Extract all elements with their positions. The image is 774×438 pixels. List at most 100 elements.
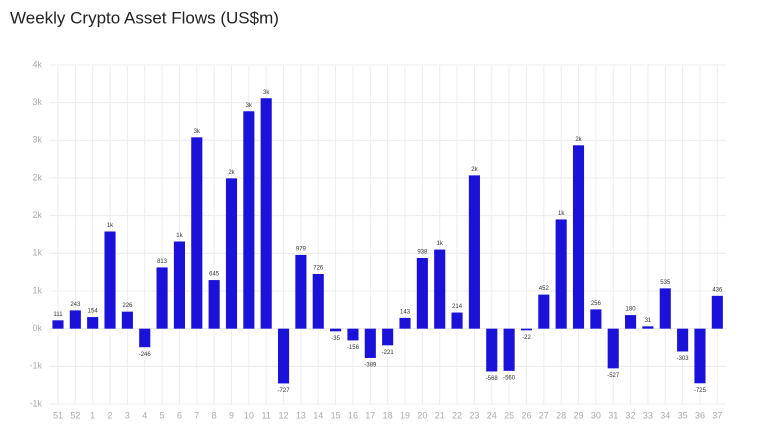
bar [225, 178, 238, 329]
y-tick-label: 3k [32, 135, 42, 145]
x-tick-label: 28 [556, 410, 566, 420]
x-tick-label: 21 [435, 410, 445, 420]
value-label: 813 [157, 259, 168, 265]
y-tick-label: 2k [32, 172, 42, 182]
value-label: -303 [677, 356, 690, 362]
bar [711, 295, 723, 329]
bar [243, 111, 255, 329]
x-tick-label: 3 [125, 410, 130, 420]
bar [625, 315, 637, 329]
x-tick-label: 26 [521, 410, 531, 420]
x-tick-label: 36 [695, 410, 705, 420]
y-tick-label: 2k [32, 210, 42, 220]
bar [104, 231, 116, 329]
bar [590, 309, 602, 329]
value-label: 1k [437, 241, 444, 247]
value-label: 726 [313, 266, 324, 272]
value-label: 3k [246, 103, 253, 109]
value-label: -568 [486, 376, 499, 382]
value-label: -389 [364, 363, 377, 369]
x-tick-label: 34 [660, 410, 670, 420]
x-tick-label: 1 [90, 410, 95, 420]
bar [486, 328, 498, 372]
value-label: 436 [712, 287, 723, 293]
x-tick-label: 22 [452, 410, 462, 420]
y-tick-label: 1k [32, 285, 42, 295]
x-tick-label: 27 [539, 410, 549, 420]
value-label: 2k [471, 167, 478, 173]
value-label: -246 [139, 352, 152, 358]
value-label: -727 [278, 388, 291, 394]
bar [52, 320, 64, 329]
bar [364, 328, 376, 358]
x-tick-label: 51 [53, 410, 63, 420]
value-label: 154 [88, 309, 99, 315]
value-label: -22 [522, 335, 531, 341]
bar [347, 328, 359, 341]
value-label: 2k [575, 137, 582, 143]
bar [607, 328, 619, 369]
x-tick-label: 32 [626, 410, 636, 420]
x-tick-label: 37 [712, 410, 722, 420]
x-tick-label: 23 [469, 410, 479, 420]
x-tick-label: 25 [504, 410, 514, 420]
x-tick-label: 14 [313, 410, 323, 420]
x-tick-label: 4 [142, 410, 147, 420]
y-tick-label: 1k [32, 248, 42, 258]
x-tick-label: 10 [244, 410, 254, 420]
x-tick-label: 31 [608, 410, 618, 420]
x-tick-label: 9 [229, 410, 234, 420]
value-label: 226 [122, 303, 133, 309]
value-label: 979 [296, 246, 307, 252]
bar [451, 312, 463, 329]
y-tick-label: -1k [29, 361, 42, 371]
chart-title: Weekly Crypto Asset Flows (US$m) [10, 8, 279, 27]
bar [503, 328, 515, 371]
y-tick-label: 0k [32, 323, 42, 333]
y-tick-label: -1k [29, 398, 42, 408]
x-tick-label: 30 [591, 410, 601, 420]
bar [468, 175, 480, 329]
value-label: 645 [209, 272, 220, 278]
bar [191, 137, 203, 329]
value-label: -35 [331, 336, 340, 342]
x-tick-label: 35 [678, 410, 688, 420]
value-label: 1k [176, 233, 183, 239]
bar [694, 328, 706, 384]
value-label: 111 [53, 312, 63, 318]
value-label: 1k [107, 223, 114, 229]
bar [260, 98, 272, 329]
value-label: 143 [400, 309, 411, 315]
x-tick-label: 52 [70, 410, 80, 420]
bar [572, 145, 585, 329]
value-label: 3k [194, 129, 201, 135]
value-label: -221 [382, 350, 395, 356]
bar [434, 249, 446, 329]
bar [139, 328, 151, 348]
value-label: 2k [228, 170, 235, 176]
bar [538, 294, 550, 329]
x-tick-label: 18 [383, 410, 393, 420]
x-tick-label: 7 [194, 410, 199, 420]
bar [520, 328, 533, 331]
value-label: 31 [645, 318, 652, 324]
value-label: 180 [626, 307, 637, 313]
bar [677, 328, 689, 352]
x-tick-label: 24 [487, 410, 497, 420]
value-label: 256 [591, 301, 602, 307]
x-tick-label: 13 [296, 410, 306, 420]
y-tick-label: 3k [32, 97, 42, 107]
bar [382, 328, 394, 346]
value-label: 452 [539, 286, 550, 292]
x-tick-label: 19 [400, 410, 410, 420]
x-tick-label: 12 [279, 410, 289, 420]
bar [399, 317, 411, 329]
value-label: 938 [417, 250, 428, 256]
bar [173, 241, 185, 329]
x-tick-label: 33 [643, 410, 653, 420]
x-tick-label: 16 [348, 410, 358, 420]
bar [659, 288, 671, 329]
